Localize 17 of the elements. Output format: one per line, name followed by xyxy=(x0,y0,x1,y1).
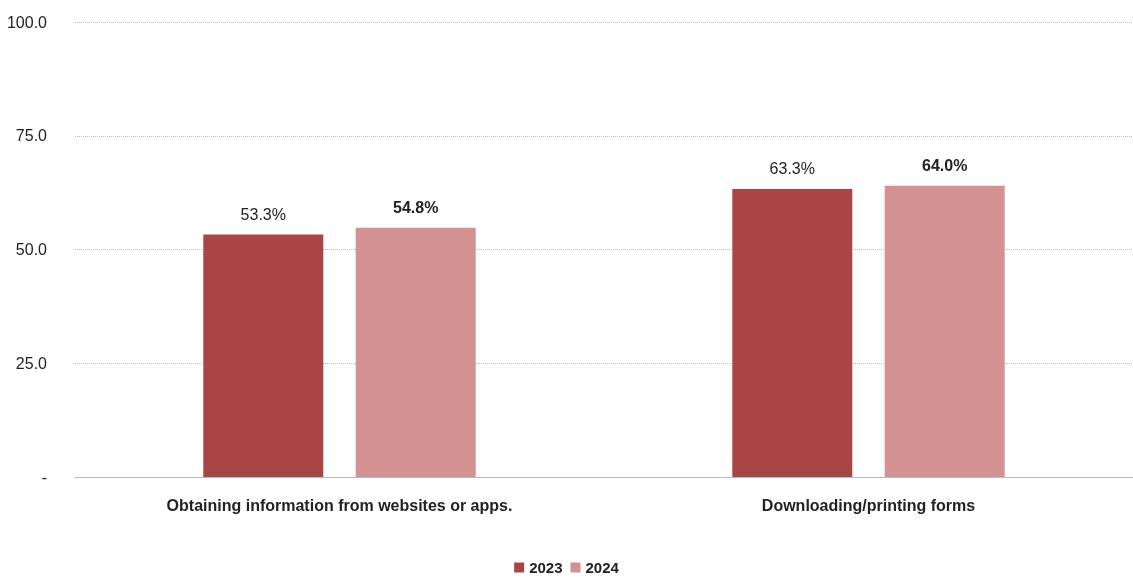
bar xyxy=(355,227,476,477)
data-label: 63.3% xyxy=(769,160,815,178)
legend-label: 2024 xyxy=(585,559,620,576)
x-tick-label: Downloading/printing forms xyxy=(761,496,976,514)
data-label: 53.3% xyxy=(240,205,286,223)
y-tick-label: 50.0 xyxy=(15,241,48,258)
y-tick-label: 100.0 xyxy=(6,13,48,31)
bar xyxy=(732,188,853,477)
data-label: 64.0% xyxy=(922,157,968,175)
bar xyxy=(884,185,1005,477)
legend-label: 2023 xyxy=(529,559,563,576)
data-label: 54.8% xyxy=(393,199,439,217)
y-tick-label: 25.0 xyxy=(15,354,48,372)
y-tick-label: - xyxy=(41,468,47,486)
x-tick-label: Obtaining information from websites or apps. xyxy=(166,496,513,514)
y-tick-label: 75.0 xyxy=(15,127,48,145)
bar xyxy=(203,234,324,477)
